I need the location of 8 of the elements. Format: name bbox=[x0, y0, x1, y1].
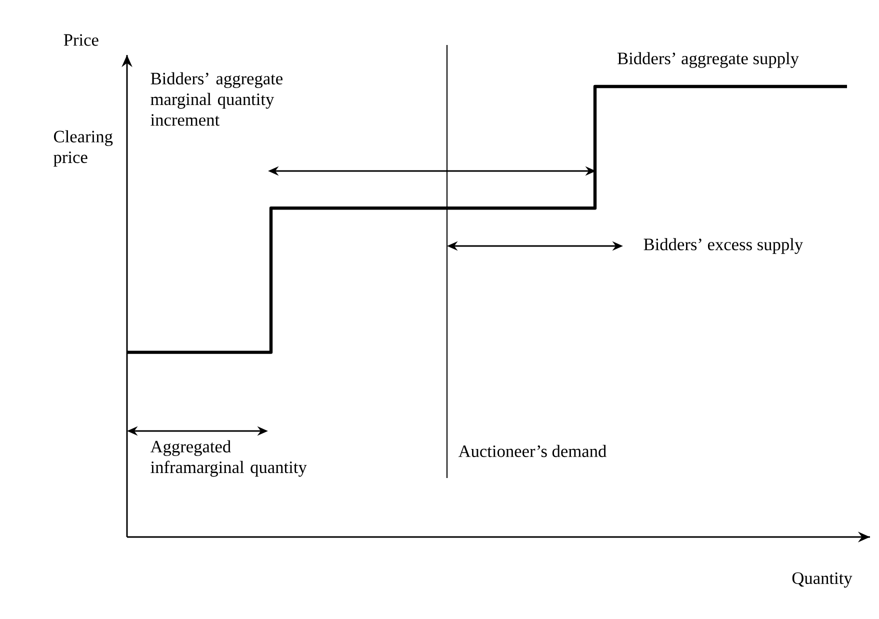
text: Clearing price bbox=[54, 130, 113, 167]
annotation: Aggregated inframarginal quantity bbox=[150, 440, 307, 477]
annotation: Auctioneer’s demand bbox=[458, 444, 606, 458]
annotation: Bidders’ excess supply bbox=[644, 238, 804, 254]
text: Bidders’ aggregate supply bbox=[618, 52, 799, 68]
x-axis-title: Quantity bbox=[792, 572, 852, 588]
annotation: Bidders’ aggregate marginal quantity increment bbox=[150, 72, 283, 126]
y-axis-title: Price bbox=[64, 34, 98, 46]
